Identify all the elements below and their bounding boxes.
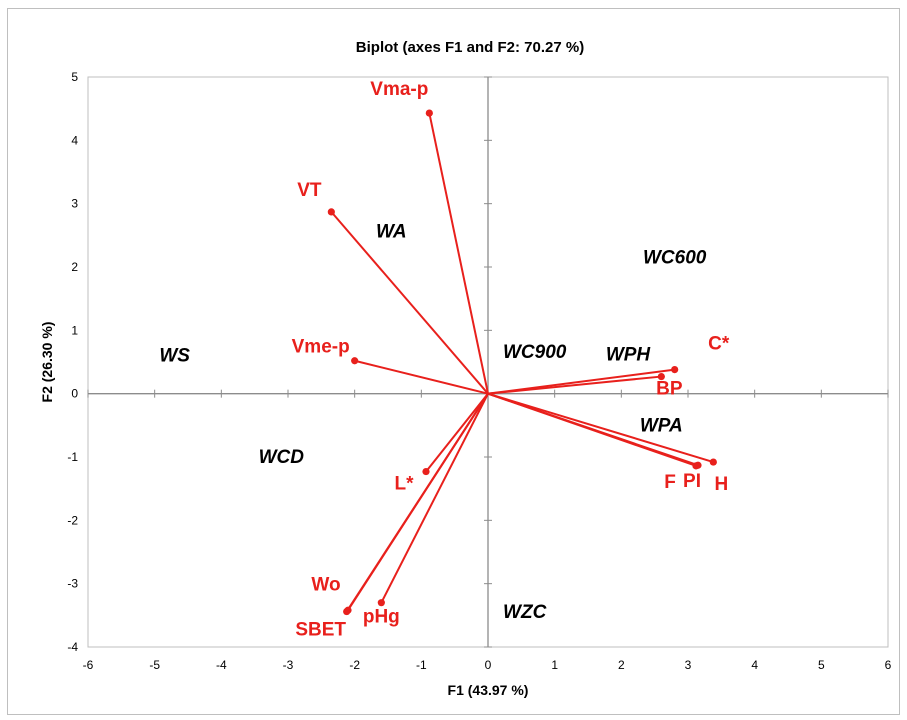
- observation-label: WC900: [503, 342, 567, 363]
- variable-label: pHg: [363, 607, 400, 628]
- variable-label: PI: [683, 471, 701, 492]
- vector-end-point: [425, 109, 433, 117]
- x-tick-label: 6: [885, 658, 892, 672]
- observation-label: WA: [376, 222, 407, 243]
- vector-vma-p: [428, 112, 489, 394]
- vector-end-point: [657, 372, 665, 381]
- observation-label: WPH: [606, 344, 652, 365]
- vector-end-point: [692, 462, 700, 470]
- x-tick-label: 4: [751, 658, 758, 672]
- variable-label: BP: [656, 379, 683, 400]
- y-tick-label: -3: [67, 577, 78, 591]
- variable-label: Vma-p: [370, 79, 428, 100]
- vector-end-point: [709, 458, 717, 466]
- x-tick-label: -6: [83, 658, 94, 672]
- y-tick-label: -1: [67, 450, 78, 464]
- y-tick-label: -4: [67, 640, 78, 654]
- vector-l-: [425, 393, 489, 473]
- vector-sbet: [345, 393, 489, 613]
- observation-label: WCD: [259, 447, 305, 468]
- y-axis-title: F2 (26.30 %): [39, 322, 55, 403]
- vector-end-point: [671, 366, 679, 374]
- x-axis-title: F1 (43.97 %): [448, 682, 529, 698]
- x-tick-label: 3: [685, 658, 692, 672]
- variable-vectors: [327, 109, 717, 616]
- variable-label: Wo: [311, 574, 340, 595]
- variable-label: F: [664, 472, 676, 493]
- x-tick-label: -5: [149, 658, 160, 672]
- y-tick-label: 1: [71, 323, 78, 337]
- x-tick-label: -1: [416, 658, 427, 672]
- x-tick-label: -3: [283, 658, 294, 672]
- vector-end-point: [351, 357, 359, 365]
- y-tick-label: 4: [71, 133, 78, 147]
- variable-label: L*: [395, 474, 415, 495]
- y-tick-label: -2: [67, 513, 78, 527]
- observation-label: WZC: [503, 602, 547, 623]
- vector-h: [487, 392, 714, 464]
- vector-bp: [487, 375, 662, 395]
- vector-f: [487, 392, 697, 467]
- y-tick-label: 0: [71, 387, 78, 401]
- x-tick-label: 0: [485, 658, 492, 672]
- variable-label: Vme-p: [292, 337, 350, 358]
- x-tick-label: -2: [349, 658, 360, 672]
- observation-label: WS: [159, 346, 190, 367]
- variable-label: SBET: [295, 620, 346, 641]
- y-tick-label: 2: [71, 260, 78, 274]
- observation-label: WPA: [640, 415, 683, 436]
- point-labels: Vma-p VT Vme-p C* BP H PI F L* pHg Wo SBET WA WC600 WS…: [159, 79, 729, 640]
- x-tick-label: 5: [818, 658, 825, 672]
- x-tick-label: 1: [551, 658, 558, 672]
- x-tick-label: 2: [618, 658, 625, 672]
- chart-frame: [7, 8, 900, 715]
- vector-vt: [330, 211, 489, 395]
- axes-layer: -6 -5 -4 -3 -2 -1 0 1 2 3 4 5 6 -4 -3 -2 -1 0 1 2 3 4 5: [67, 70, 891, 672]
- y-tick-label: 5: [71, 70, 78, 84]
- vector-end-point: [327, 208, 335, 216]
- vector-phg: [380, 393, 489, 604]
- vector-vme-p: [354, 359, 489, 395]
- vector-end-point: [377, 599, 385, 607]
- y-tick-label: 3: [71, 197, 78, 211]
- vector-end-point: [343, 607, 351, 616]
- variable-label: C*: [708, 334, 730, 355]
- vector-end-point: [422, 467, 430, 476]
- observation-label: WC600: [643, 248, 707, 269]
- variable-label: H: [714, 474, 728, 495]
- chart-title: Biplot (axes F1 and F2: 70.27 %): [356, 39, 584, 56]
- variable-label: VT: [297, 180, 322, 201]
- x-tick-label: -4: [216, 658, 227, 672]
